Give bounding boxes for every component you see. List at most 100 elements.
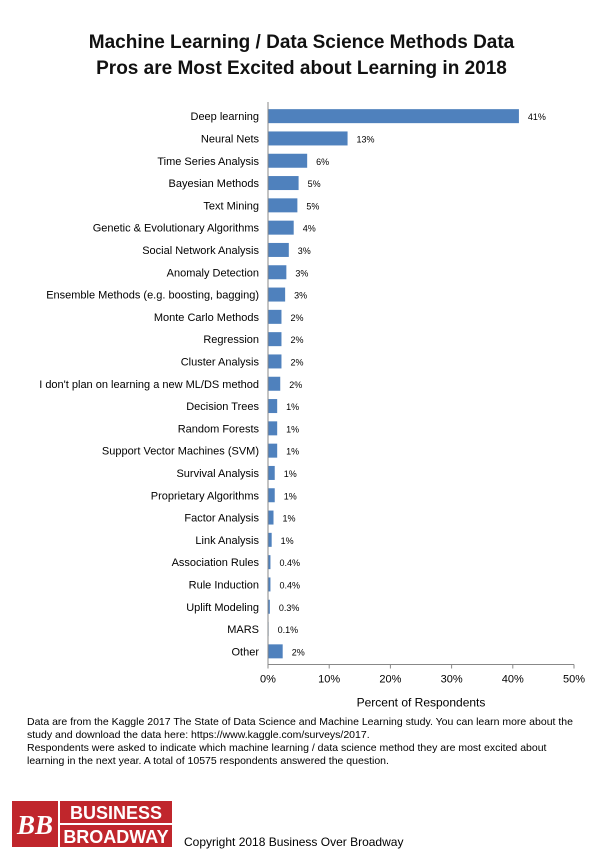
value-label: 1% [283, 514, 296, 524]
category-label: Support Vector Machines (SVM) [102, 446, 259, 458]
category-label: Association Rules [172, 557, 260, 569]
chart-title: Machine Learning / Data Science Methods … [0, 30, 603, 82]
source-note-line1: Data are from the Kaggle 2017 The State … [27, 716, 573, 741]
category-label: Social Network Analysis [142, 245, 259, 257]
source-note-line2: Respondents were asked to indicate which… [27, 742, 547, 767]
bar [268, 354, 282, 369]
source-note: Data are from the Kaggle 2017 The State … [27, 716, 582, 768]
logo-mark: BB [16, 810, 53, 840]
value-label: 3% [295, 268, 308, 278]
bar [268, 443, 278, 458]
x-tick-label: 40% [502, 674, 524, 686]
bar [268, 287, 286, 302]
category-label: Neural Nets [201, 133, 260, 145]
copyright: Copyright 2018 Business Over Broadway [184, 835, 404, 849]
category-label: Monte Carlo Methods [154, 312, 260, 324]
value-label: 3% [294, 291, 307, 301]
bar [268, 220, 294, 235]
value-label: 1% [286, 402, 299, 412]
bar [268, 532, 272, 547]
value-label: 2% [290, 357, 303, 367]
category-label: Bayesian Methods [169, 178, 260, 190]
bar [268, 555, 271, 570]
category-label: Deep learning [191, 111, 260, 123]
category-label: Factor Analysis [184, 513, 259, 525]
category-label: Text Mining [203, 200, 259, 212]
bar [268, 265, 287, 280]
x-tick-label: 0% [260, 674, 276, 686]
chart-title-line2: Pros are Most Excited about Learning in … [96, 58, 507, 79]
category-label: Decision Trees [186, 401, 259, 413]
value-label: 3% [298, 246, 311, 256]
x-axis-label: Percent of Respondents [357, 696, 486, 710]
bar [268, 198, 298, 213]
value-label: 0.4% [279, 580, 300, 590]
x-tick-label: 30% [441, 674, 463, 686]
bar [268, 399, 278, 414]
value-label: 1% [286, 447, 299, 457]
value-label: 13% [357, 134, 375, 144]
value-label: 4% [303, 224, 316, 234]
value-label: 1% [284, 491, 297, 501]
category-label: Regression [203, 334, 259, 346]
category-label: Time Series Analysis [157, 156, 259, 168]
category-label: Rule Induction [189, 579, 259, 591]
x-tick-label: 20% [379, 674, 401, 686]
category-label: Proprietary Algorithms [151, 490, 260, 502]
chart-title-line1: Machine Learning / Data Science Methods … [88, 32, 515, 53]
value-label: 5% [306, 201, 319, 211]
category-labels-group: Deep learning Neural Nets Time Series Anal… [39, 111, 259, 658]
value-label: 0.1% [278, 625, 299, 635]
bar [268, 465, 275, 480]
x-axis: 0% 10% 20% 30% 40% 50% [260, 102, 585, 686]
value-label: 41% [528, 112, 546, 122]
bar [268, 242, 289, 257]
logo-mark-box [12, 801, 58, 847]
logo-word2: BROADWAY [63, 827, 168, 847]
bar [268, 376, 281, 391]
category-label: I don't plan on learning a new ML/DS met… [39, 379, 259, 391]
bar [268, 421, 278, 436]
bar [268, 488, 275, 503]
logo-word1: BUSINESS [70, 803, 162, 823]
bar [268, 131, 348, 146]
x-tick-label: 50% [563, 674, 585, 686]
bar [268, 599, 270, 614]
bar [268, 577, 271, 592]
category-label: Cluster Analysis [181, 356, 260, 368]
bars-group [268, 109, 519, 659]
bar [268, 644, 283, 659]
category-label: Genetic & Evolutionary Algorithms [93, 223, 260, 235]
value-label: 1% [286, 424, 299, 434]
bar [268, 309, 282, 324]
bar [268, 332, 282, 347]
category-label: Uplift Modeling [186, 602, 259, 614]
value-label: 2% [290, 335, 303, 345]
value-label: 1% [281, 536, 294, 546]
category-label: MARS [227, 624, 259, 636]
value-label: 5% [308, 179, 321, 189]
category-label: Link Analysis [195, 535, 259, 547]
logo-word1-box [60, 801, 172, 823]
value-label: 2% [290, 313, 303, 323]
logo-word2-box [60, 825, 172, 847]
value-label: 0.3% [279, 603, 300, 613]
value-label: 0.4% [279, 558, 300, 568]
bar-chart: Deep learning Neural Nets Time Series Anal… [39, 102, 585, 710]
business-broadway-logo: BB BUSINESS BROADWAY [12, 801, 172, 847]
x-tick-label: 10% [318, 674, 340, 686]
category-label: Random Forests [178, 423, 260, 435]
bar [268, 510, 274, 525]
bar [268, 109, 519, 124]
bar [268, 153, 308, 168]
value-label: 2% [292, 647, 305, 657]
value-label: 1% [284, 469, 297, 479]
category-label: Other [231, 646, 259, 658]
value-label: 6% [316, 157, 329, 167]
category-label: Anomaly Detection [167, 267, 259, 279]
category-label: Ensemble Methods (e.g. boosting, bagging… [46, 290, 259, 302]
category-label: Survival Analysis [176, 468, 259, 480]
value-label: 2% [289, 380, 302, 390]
value-labels-group: 41% 13% 6% 5% 5% 4% 3% 3% 3% 2% 2% 2% 2% 1% 1% 1% 1% 1% 1%… [278, 112, 546, 657]
bar [268, 176, 299, 191]
